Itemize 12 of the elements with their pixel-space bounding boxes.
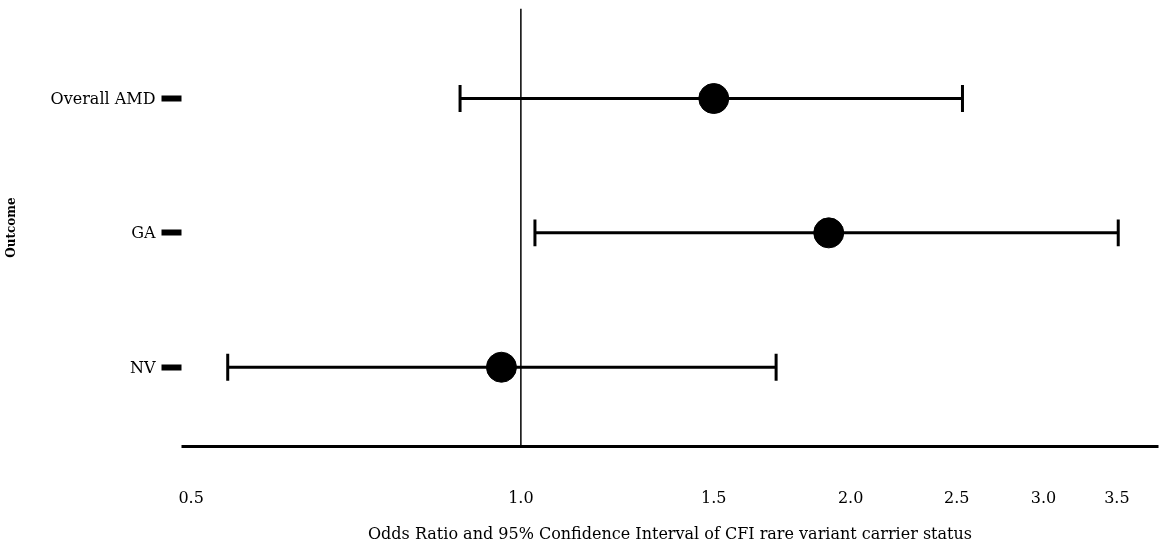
x-axis-title: Odds Ratio and 95% Confidence Interval of CFI rare variant carrier status [368,523,972,543]
y-tick-label: Overall AMD [50,89,156,109]
x-tick-label: 3.5 [1104,487,1130,507]
x-tick-label: 3.0 [1030,487,1057,507]
x-tick-label: 1.0 [508,487,534,507]
x-tick-label: 1.5 [701,487,727,507]
x-tick-label: 0.5 [178,487,204,507]
x-tick-label: 2.0 [837,487,864,507]
y-tick-label: NV [129,357,156,377]
y-tick-label: GA [131,223,156,243]
y-axis-title: Outcome [3,196,18,258]
x-tick-label: 2.5 [944,487,970,507]
